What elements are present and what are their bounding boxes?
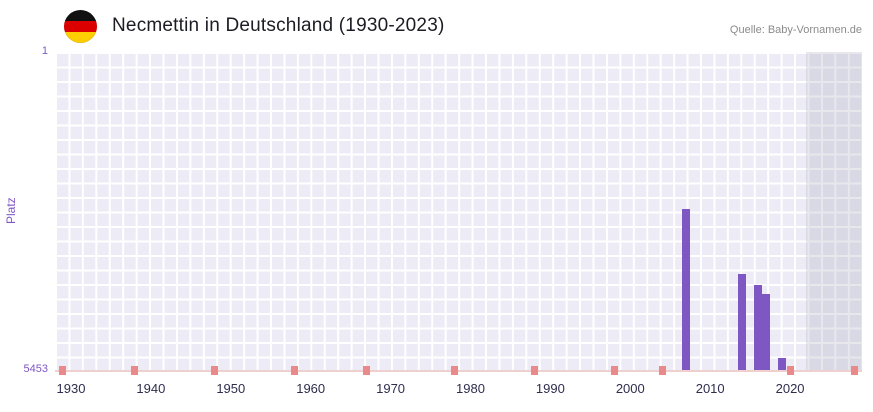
no-data-marker-1929[interactable] xyxy=(59,366,67,375)
x-tick-label-1930: 1930 xyxy=(56,381,86,396)
no-data-marker-1967[interactable] xyxy=(363,366,371,375)
x-tick-label-1960: 1960 xyxy=(296,381,326,396)
no-data-marker-2020[interactable] xyxy=(786,366,794,375)
no-data-marker-2028[interactable] xyxy=(850,366,858,375)
x-axis-tick-labels: 1930 1940 1950 1960 1970 1980 1990 2000 2010 2020 xyxy=(55,381,862,401)
x-tick-label-2020: 2020 xyxy=(775,381,805,396)
x-tick-label-2000: 2000 xyxy=(615,381,645,396)
y-axis-label: Platz xyxy=(4,197,18,225)
rank-bar-2017[interactable] xyxy=(762,294,771,370)
no-data-marker-1998[interactable] xyxy=(610,366,618,375)
rank-bar-2019[interactable] xyxy=(778,358,787,370)
rank-bar-2014[interactable] xyxy=(738,273,747,370)
x-tick-label-1980: 1980 xyxy=(456,381,485,396)
x-tick-label-2010: 2010 xyxy=(695,381,725,396)
y-tick-bottom: 5453 xyxy=(23,363,48,375)
x-tick-label-1970: 1970 xyxy=(376,381,406,396)
no-data-marker-1988[interactable] xyxy=(530,366,538,375)
x-tick-label-1950: 1950 xyxy=(216,381,246,396)
germany-flag-icon xyxy=(64,10,97,43)
no-data-marker-1958[interactable] xyxy=(291,366,299,375)
x-tick-label-1990: 1990 xyxy=(535,381,565,396)
source-attribution: Quelle: Baby-Vornamen.de xyxy=(729,24,862,36)
no-data-marker-1948[interactable] xyxy=(211,366,219,375)
future-band xyxy=(806,52,862,370)
y-tick-top: 1 xyxy=(41,45,48,57)
rank-bar-2016[interactable] xyxy=(754,285,763,370)
rank-bar-2007[interactable] xyxy=(682,209,691,370)
x-tick-label-1940: 1940 xyxy=(136,381,166,396)
no-data-marker-1978[interactable] xyxy=(451,366,458,375)
chart-title: Necmettin in Deutschland (1930-2023) xyxy=(112,15,445,36)
no-data-marker-2004[interactable] xyxy=(658,366,666,375)
no-data-marker-1938[interactable] xyxy=(131,366,139,375)
x-axis-line xyxy=(55,370,862,372)
plot-area xyxy=(55,52,862,375)
